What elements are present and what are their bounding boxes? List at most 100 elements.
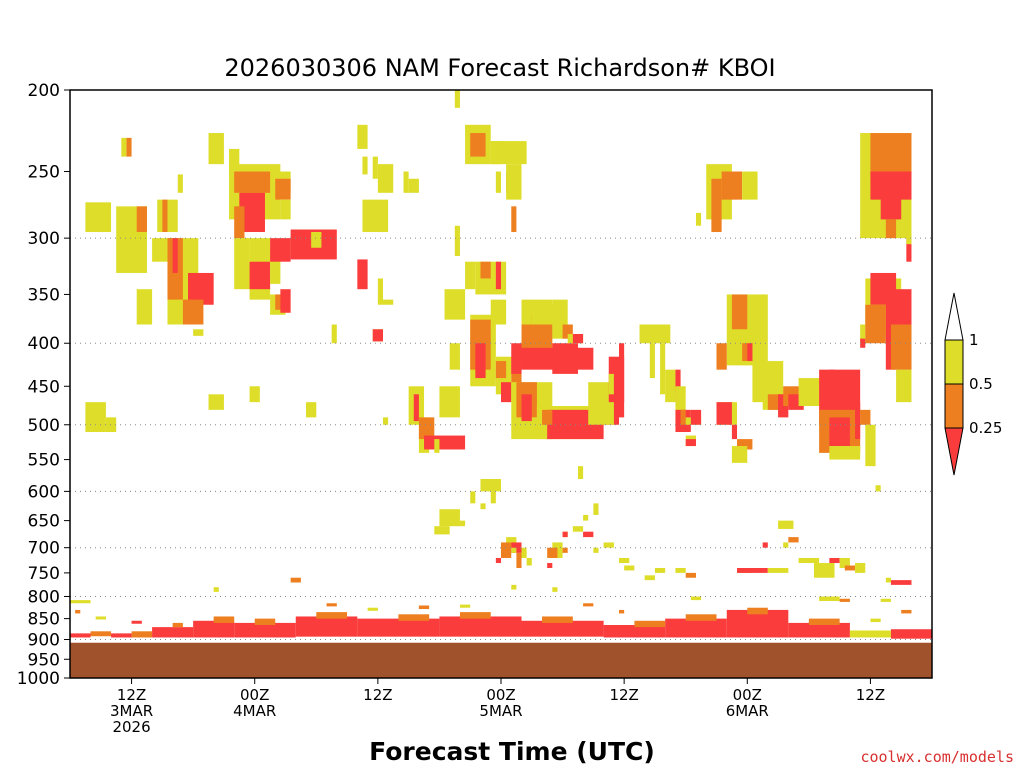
- legend-label: 1: [969, 331, 979, 349]
- ri-cell-yellow: [382, 417, 389, 425]
- ri-cell-red: [357, 259, 368, 290]
- ri-cell-yellow: [459, 520, 466, 527]
- ri-cell-red: [747, 343, 753, 362]
- legend-label: 0.25: [969, 419, 1002, 437]
- ri-cell-orange: [131, 631, 153, 638]
- color-legend: 1 0.5 0.25: [944, 292, 1002, 476]
- ri-cell-red: [762, 542, 768, 548]
- ri-cell-yellow: [105, 417, 117, 432]
- ri-cell-yellow: [70, 600, 91, 604]
- ri-cell-orange: [865, 304, 886, 344]
- ri-cell-orange: [213, 616, 235, 623]
- legend-swatch-yellow: [944, 339, 964, 385]
- ri-cell-yellow: [434, 526, 450, 535]
- ri-cell-yellow: [593, 547, 599, 553]
- ri-cell-orange: [254, 618, 276, 626]
- ri-cell-red: [562, 531, 568, 538]
- ri-cell-red: [131, 620, 142, 624]
- ri-cell-yellow: [208, 394, 224, 410]
- x-axis-label: Forecast Time (UTC): [369, 737, 655, 766]
- ri-cell-yellow: [357, 124, 368, 149]
- ri-cell-yellow: [906, 231, 912, 245]
- ri-cell-orange: [470, 133, 486, 157]
- ri-cell-red: [731, 424, 738, 440]
- ri-cell-yellow: [880, 598, 891, 602]
- y-tick-label: 850: [28, 610, 60, 630]
- ri-cell-yellow: [454, 90, 460, 108]
- ri-cell-red: [829, 557, 840, 564]
- ri-cell-red: [234, 622, 296, 638]
- ri-cell-orange: [418, 605, 430, 610]
- ri-cell-orange: [480, 261, 491, 279]
- ri-cell-orange: [711, 178, 722, 232]
- ri-cell-yellow: [675, 567, 686, 573]
- ri-cell-yellow: [408, 178, 419, 193]
- x-tick-label: 12Z: [609, 686, 638, 704]
- x-tick-label: 00Z: [240, 686, 269, 704]
- ri-cell-orange: [547, 547, 558, 558]
- ri-cell-red: [249, 261, 271, 290]
- ri-cell-yellow: [860, 324, 866, 344]
- ri-cell-yellow: [552, 587, 558, 592]
- ri-cell-orange: [511, 356, 522, 403]
- ri-cell-yellow: [639, 324, 671, 344]
- ri-cell-yellow: [311, 231, 322, 248]
- y-tick-label: 800: [28, 587, 60, 607]
- ri-cell-yellow: [511, 547, 517, 553]
- y-axis: 200 250 300 350 400 450 500 550 600 650 700 750 800 8…: [17, 81, 70, 689]
- ri-cell-orange: [885, 219, 897, 239]
- ri-cell-red: [270, 238, 291, 262]
- ri-cell-orange: [737, 439, 753, 450]
- ri-cell-yellow: [742, 171, 758, 200]
- ri-cell-yellow: [152, 238, 168, 262]
- y-tick-label: 600: [28, 482, 60, 502]
- ri-cell-red: [583, 531, 594, 538]
- ri-cell-yellow: [403, 171, 409, 193]
- ri-cell-yellow: [885, 577, 891, 583]
- ri-cell-red: [690, 409, 702, 425]
- ri-cell-yellow: [511, 584, 517, 590]
- ri-cell-red: [860, 338, 866, 348]
- ri-cell-yellow: [449, 343, 460, 370]
- ri-cell-yellow: [798, 557, 820, 564]
- ri-cell-yellow: [331, 324, 337, 344]
- ri-cell-yellow: [372, 156, 378, 179]
- ri-cell-orange: [234, 171, 271, 193]
- y-tick-label: 1000: [17, 669, 60, 689]
- ri-cell-yellow: [875, 485, 881, 492]
- ri-cell-yellow: [121, 137, 127, 157]
- ri-cell-yellow: [572, 526, 584, 532]
- ri-cell-red: [413, 394, 419, 422]
- ri-cell-red: [439, 616, 522, 637]
- ri-cell-yellow: [593, 503, 599, 515]
- ri-cell-yellow: [690, 596, 702, 601]
- x-tick-label: 00Z: [486, 686, 515, 704]
- ri-cell-orange: [316, 612, 348, 619]
- ri-cell-orange: [901, 609, 912, 614]
- ri-cell-yellow: [896, 369, 912, 403]
- ri-cell-orange: [562, 324, 573, 339]
- ri-cell-yellow: [665, 369, 676, 403]
- ri-cell-red: [511, 343, 522, 374]
- ri-cell-orange: [398, 614, 430, 621]
- x-tick-label: 6MAR: [726, 702, 769, 720]
- ri-cell-yellow: [249, 386, 260, 403]
- ri-cell-yellow: [675, 386, 686, 425]
- ri-cell-red: [152, 627, 194, 638]
- ri-cell-orange: [839, 598, 850, 602]
- x-tick-label: 3MAR: [110, 702, 153, 720]
- ri-cell-yellow: [85, 402, 106, 432]
- ri-cell-orange: [788, 537, 799, 543]
- legend-swatch-red: [944, 427, 964, 476]
- ri-cell-yellow: [434, 439, 440, 453]
- ri-cell-yellow: [465, 261, 476, 290]
- ri-cell-yellow: [695, 212, 702, 226]
- ri-cell-orange: [418, 417, 435, 440]
- ri-cell-yellow: [439, 509, 460, 527]
- legend-swatch-orange: [944, 383, 964, 429]
- ri-cell-orange: [542, 409, 553, 425]
- ri-cell-orange: [808, 618, 840, 626]
- ri-cell-red: [675, 369, 681, 403]
- ri-cell-yellow: [362, 156, 368, 175]
